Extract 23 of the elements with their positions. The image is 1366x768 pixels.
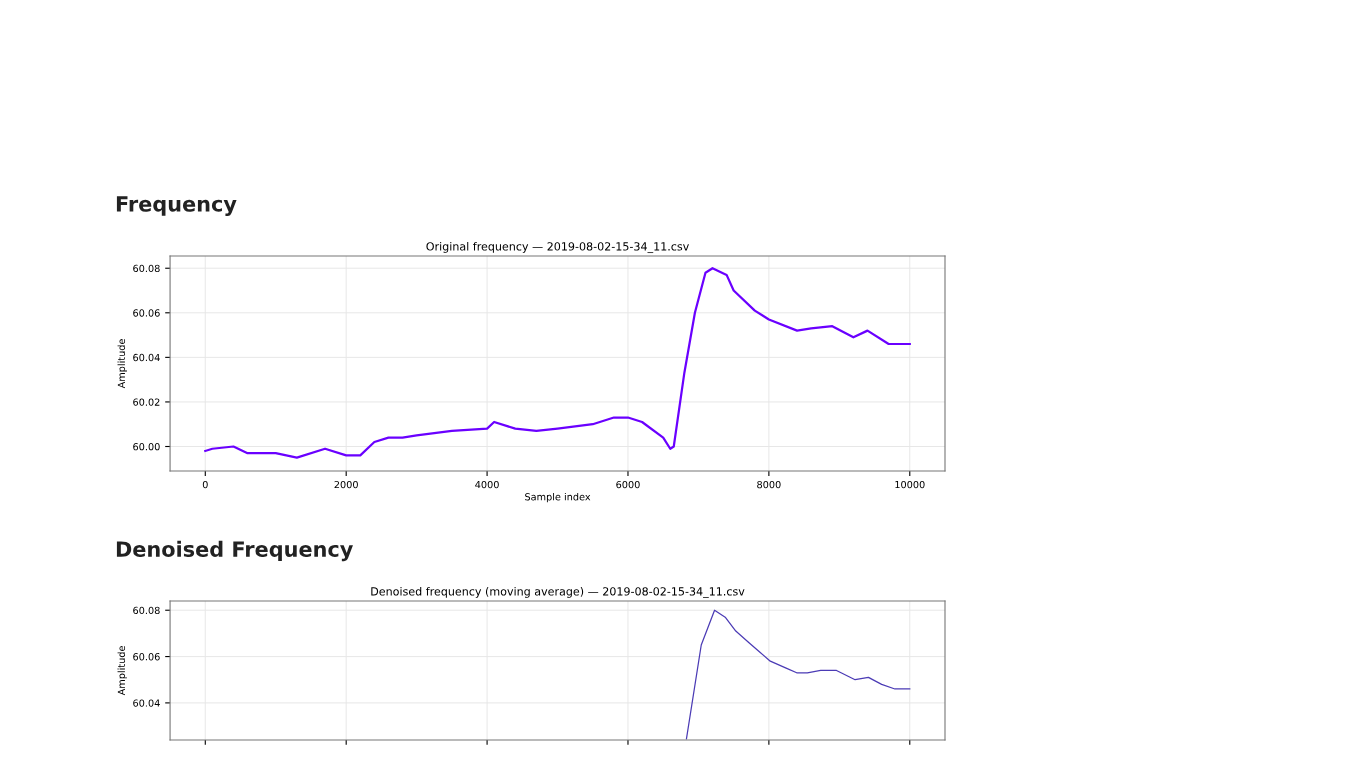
chart-title: Denoised Frequency [116,540,353,562]
x-axis-title: Sample index [525,492,591,503]
y-tick-label: 60.02 [133,398,160,406]
line-series [685,609,911,740]
y-tick-label: 60.08 [133,264,160,273]
y-tick-label: 60.04 [133,699,160,707]
x-tick-label: 6000 [616,480,640,489]
y-tick-label: 60.04 [133,353,160,362]
x-tick-label: 2000 [334,480,358,489]
x-tick-label: 10000 [895,480,925,489]
y-tick-label: 60.06 [133,653,160,661]
chart-subtitle: Denoised frequency (moving average) — 2019-08-02-15-34_11.csv [371,586,745,599]
y-tick-label: 60.08 [133,606,160,615]
y-tick-label: 60.06 [133,309,160,317]
x-tick-label: 8000 [757,480,781,489]
x-tick-label: 0 [202,480,208,489]
line-series [204,267,911,459]
y-axis-title: Amplitude [117,339,127,389]
y-tick-label: 60.00 [133,442,160,451]
y-axis-title: Amplitude [117,646,127,696]
x-tick-label: 4000 [475,480,499,489]
chart-subtitle: Original frequency — 2019-08-02-15-34_11.csv [426,241,689,254]
chart-title: Frequency [116,196,237,216]
